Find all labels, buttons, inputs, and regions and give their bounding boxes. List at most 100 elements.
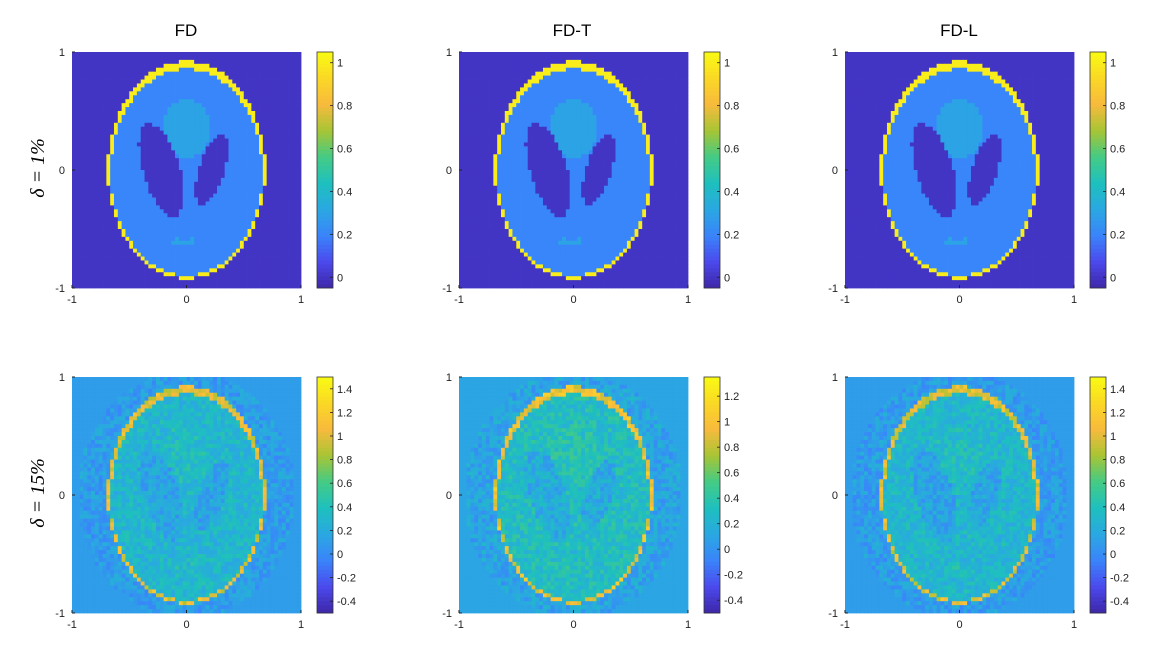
heatmap-cell: [163, 166, 168, 171]
heatmap-cell: [247, 177, 252, 183]
heatmap-cell: [516, 59, 521, 65]
heatmap-cell: [72, 280, 77, 285]
heatmap-cell: [523, 87, 529, 92]
heatmap-cell: [106, 91, 111, 96]
heatmap-cell: [205, 52, 210, 57]
heatmap-cell: [554, 114, 559, 120]
heatmap-cell: [278, 189, 283, 194]
heatmap-cell: [171, 67, 176, 73]
heatmap-cell: [274, 252, 279, 257]
heatmap-cell: [106, 260, 111, 265]
heatmap-cell: [289, 201, 294, 206]
heatmap-cell: [281, 232, 287, 238]
heatmap-cell: [144, 158, 149, 163]
heatmap-cell: [255, 248, 260, 253]
heatmap-cell: [596, 107, 601, 112]
heatmap-cell: [197, 158, 203, 163]
heatmap-cell: [297, 173, 302, 179]
heatmap-cell: [554, 59, 559, 65]
heatmap-cell: [504, 99, 510, 104]
heatmap-cell: [209, 213, 214, 218]
heatmap-cell: [512, 75, 517, 80]
heatmap-cell: [474, 63, 479, 69]
heatmap-cell: [87, 150, 92, 155]
heatmap-cell: [592, 134, 597, 139]
heatmap-cell: [91, 59, 96, 65]
heatmap-cell: [607, 59, 613, 65]
heatmap-cell: [87, 158, 92, 163]
heatmap-cell: [508, 91, 513, 96]
heatmap-cell: [91, 276, 96, 281]
heatmap-cell: [129, 240, 134, 246]
heatmap-cell: [178, 260, 184, 265]
heatmap-cell: [117, 213, 123, 218]
heatmap-cell: [611, 103, 616, 108]
heatmap-cell: [72, 146, 77, 151]
heatmap-cell: [224, 103, 229, 108]
heatmap-cell: [274, 189, 279, 194]
heatmap-cell: [596, 130, 601, 135]
heatmap-cell: [638, 107, 643, 112]
heatmap-cell: [255, 150, 260, 155]
heatmap-cell: [167, 181, 172, 187]
heatmap-cell: [152, 103, 157, 108]
heatmap-cell: [110, 217, 115, 222]
column-title-fd: FD: [175, 21, 198, 40]
heatmap-cell: [266, 91, 271, 96]
heatmap-cell: [243, 107, 248, 112]
heatmap-cell: [102, 209, 107, 214]
heatmap-cell: [186, 118, 191, 124]
heatmap-cell: [573, 118, 578, 124]
heatmap-cell: [649, 99, 655, 104]
heatmap-cell: [236, 134, 241, 139]
heatmap-cell: [201, 79, 206, 84]
heatmap-cell: [232, 71, 237, 76]
heatmap-cell: [133, 150, 138, 155]
heatmap-cell: [285, 87, 290, 92]
heatmap-cell: [91, 272, 96, 277]
heatmap-cell: [87, 79, 92, 84]
heatmap-cell: [94, 162, 100, 167]
heatmap-cell: [232, 130, 237, 135]
heatmap-cell: [110, 252, 115, 257]
heatmap-cell: [504, 63, 510, 69]
heatmap-cell: [535, 111, 540, 116]
heatmap-cell: [278, 197, 283, 202]
heatmap-cell: [125, 146, 130, 151]
heatmap-cell: [201, 181, 206, 187]
heatmap-cell: [259, 63, 264, 69]
heatmap-cell: [213, 248, 218, 253]
heatmap-cell: [224, 272, 229, 277]
heatmap-cell: [236, 99, 241, 104]
y-tick-label: 1: [59, 47, 65, 59]
heatmap-cell: [205, 252, 210, 257]
heatmap-cell: [213, 240, 218, 246]
heatmap-cell: [684, 67, 689, 73]
heatmap-cell: [516, 83, 521, 88]
heatmap-cell: [182, 118, 187, 124]
heatmap-cell: [251, 201, 256, 206]
heatmap-cell: [239, 252, 245, 257]
heatmap-cell: [148, 189, 153, 194]
heatmap-cell: [152, 95, 157, 100]
heatmap-cell: [569, 111, 574, 116]
heatmap-cell: [186, 236, 191, 242]
heatmap-cell: [148, 122, 153, 128]
heatmap-cell: [251, 162, 256, 167]
heatmap-cell: [121, 236, 126, 242]
heatmap-cell: [657, 67, 662, 73]
heatmap-cell: [224, 99, 229, 104]
heatmap-cell: [278, 130, 283, 135]
heatmap-cell: [98, 107, 103, 112]
heatmap-cell: [459, 103, 464, 108]
heatmap-cell: [232, 248, 237, 253]
heatmap-cell: [535, 126, 540, 132]
heatmap-cell: [106, 114, 111, 120]
heatmap-cell: [634, 71, 639, 76]
heatmap-cell: [113, 170, 119, 175]
heatmap-cell: [144, 276, 149, 281]
heatmap-cell: [293, 83, 298, 88]
heatmap-cell: [243, 75, 248, 80]
heatmap-cell: [520, 114, 525, 120]
heatmap-cell: [573, 83, 578, 88]
